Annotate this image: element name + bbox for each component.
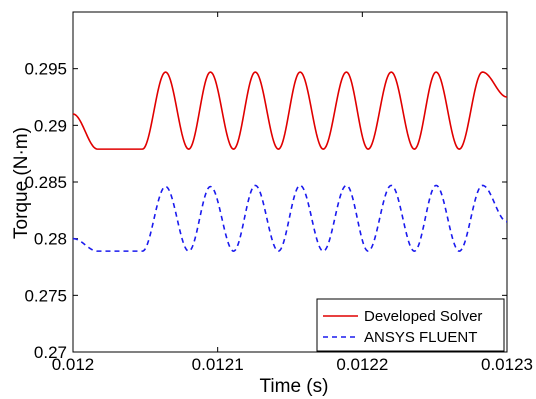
series-line-developed-solver: [72, 71, 508, 150]
x-tick-label: 0.0122: [336, 355, 388, 374]
x-tick-label: 0.0121: [192, 355, 244, 374]
legend: Developed Solver ANSYS FLUENT: [316, 298, 505, 352]
y-tick-label: 0.28: [34, 230, 67, 249]
legend-label-developed-solver: Developed Solver: [364, 308, 482, 325]
y-tick-label: 0.27: [34, 343, 67, 362]
x-axis-title: Time (s): [260, 376, 329, 397]
y-tick-label: 0.285: [24, 173, 67, 192]
y-tick-label: 0.275: [24, 286, 67, 305]
legend-box: [316, 298, 505, 352]
x-tick-label: 0.012: [52, 355, 95, 374]
y-tick-label: 0.29: [34, 116, 67, 135]
x-tick-label: 0.0123: [481, 355, 533, 374]
plot-area: 0.27 0.275 0.28 0.285 0.29 0.295 0.012 0.0121 0.…: [24, 11, 533, 374]
y-axis-title: Torque (N·m): [11, 127, 32, 239]
legend-label-ansys-fluent: ANSYS FLUENT: [364, 329, 477, 346]
y-tick-label: 0.295: [24, 60, 67, 79]
series-line-ansys-fluent: [72, 184, 508, 252]
